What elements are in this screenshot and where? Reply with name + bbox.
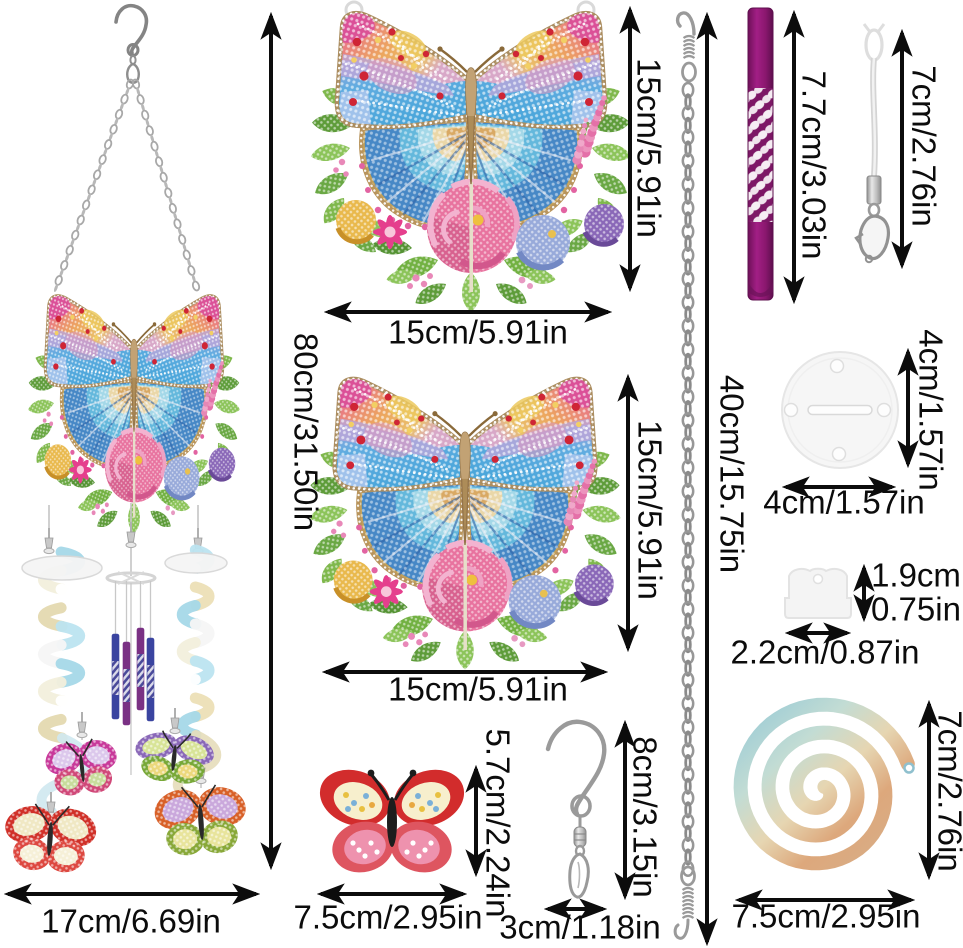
svg-text:0.75in: 0.75in: [871, 591, 961, 628]
svg-text:40cm/15.75in: 40cm/15.75in: [713, 375, 750, 573]
svg-text:8cm/3.15in: 8cm/3.15in: [626, 736, 663, 897]
svg-text:5.7cm/2.24in: 5.7cm/2.24in: [479, 729, 516, 918]
svg-text:3cm/1.18in: 3cm/1.18in: [499, 909, 660, 946]
svg-text:7.5cm/2.95in: 7.5cm/2.95in: [294, 899, 483, 936]
svg-text:7cm/2.76in: 7cm/2.76in: [905, 65, 942, 226]
svg-text:15cm/5.91in: 15cm/5.91in: [388, 314, 568, 351]
svg-text:7.7cm/3.03in: 7.7cm/3.03in: [795, 71, 832, 260]
svg-text:7.5cm/2.95in: 7.5cm/2.95in: [732, 898, 921, 935]
svg-text:4cm/1.57in: 4cm/1.57in: [763, 484, 924, 521]
svg-text:80cm/31.50in: 80cm/31.50in: [287, 333, 324, 531]
svg-text:15cm/5.91in: 15cm/5.91in: [630, 58, 667, 238]
svg-text:4cm/1.57in: 4cm/1.57in: [912, 329, 949, 490]
svg-text:2.2cm/0.87in: 2.2cm/0.87in: [731, 634, 920, 671]
svg-text:7cm/2.76in: 7cm/2.76in: [931, 710, 963, 871]
svg-text:17cm/6.69in: 17cm/6.69in: [41, 903, 221, 940]
svg-text:15cm/5.91in: 15cm/5.91in: [631, 420, 668, 600]
svg-text:15cm/5.91in: 15cm/5.91in: [388, 671, 568, 708]
svg-text:1.9cm: 1.9cm: [871, 557, 961, 594]
